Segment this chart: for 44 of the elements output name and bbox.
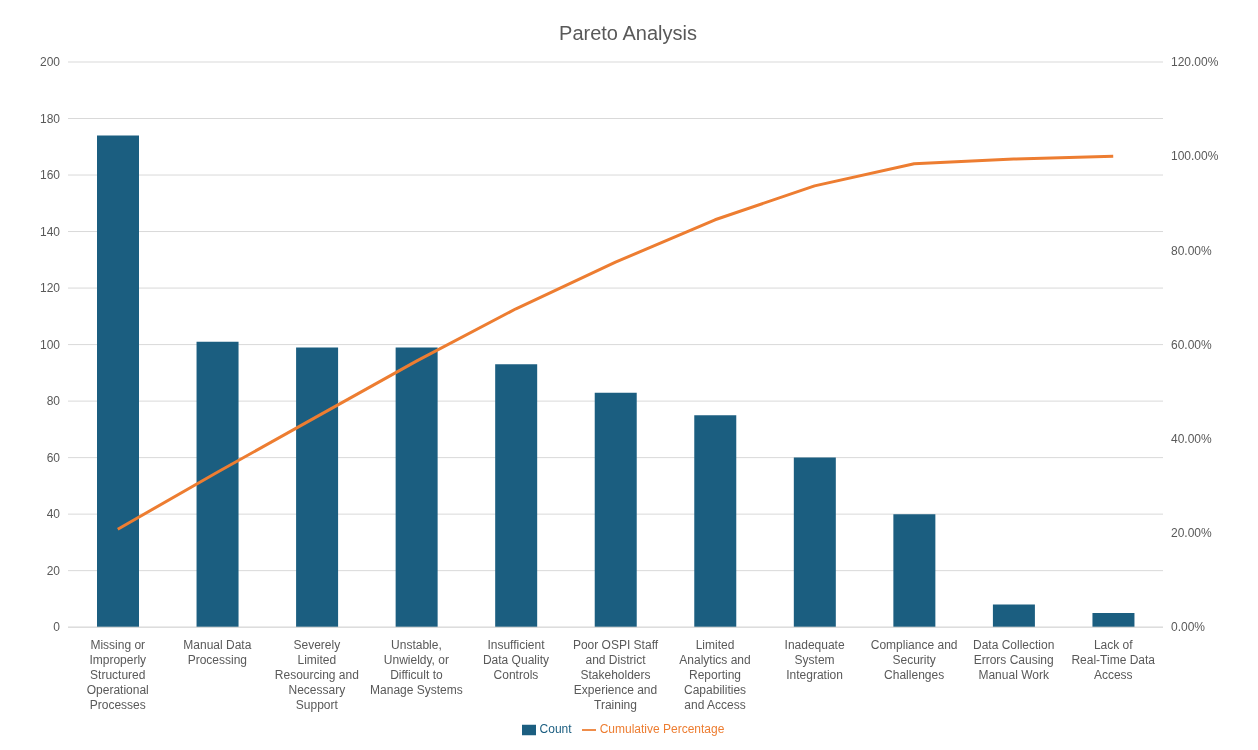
y2-tick-label: 60.00% (1171, 337, 1213, 352)
x-tick-label: Limited Analytics and Reporting Capabilities and Access (679, 638, 751, 713)
y-tick-label: 180 (39, 111, 61, 126)
bar (1092, 613, 1135, 628)
bar (395, 347, 438, 628)
x-tick-label: Inadequate System Integration (784, 638, 845, 683)
legend-label: Cumulative Percentage (599, 722, 725, 737)
bar (97, 135, 139, 628)
y-tick-label: 60 (46, 450, 61, 465)
y-tick-label: 100 (39, 337, 61, 352)
x-tick-label: Missing or Improperly Structured Operational Processes (86, 638, 149, 713)
x-tick-label: Poor OSPI Staff and District Stakeholders Experience and Training (572, 638, 659, 713)
bar (893, 514, 936, 628)
y2-tick-label: 120.00% (1171, 55, 1219, 70)
x-tick-label: Lack of Real-Time Data Access (1071, 638, 1156, 683)
bar (793, 457, 836, 628)
y-tick-label: 20 (46, 563, 61, 578)
y-tick-label: 120 (39, 281, 61, 296)
x-tick-label: Unstable, Unwieldy, or Difficult to Manage Systems (370, 638, 463, 698)
bar (694, 415, 737, 628)
bar (992, 604, 1035, 628)
legend-label: Count (539, 722, 572, 737)
x-tick-label: Manual Data Processing (183, 638, 252, 668)
y2-tick-label: 40.00% (1171, 432, 1213, 447)
y2-tick-label: 100.00% (1171, 149, 1219, 164)
y2-tick-label: 80.00% (1171, 243, 1213, 258)
y-tick-label: 160 (39, 168, 61, 183)
y-tick-label: 40 (46, 507, 61, 522)
y-tick-label: 80 (46, 394, 61, 409)
y-tick-label: 200 (39, 55, 61, 70)
x-tick-label: Compliance and Security Challenges (870, 638, 958, 683)
line-series (116, 154, 1115, 531)
y2-tick-label: 0.00% (1171, 620, 1206, 635)
bar (296, 347, 339, 628)
bar (495, 364, 538, 628)
y2-tick-label: 20.00% (1171, 526, 1213, 541)
x-tick-label: Data Collection Errors Causing Manual Work (972, 638, 1055, 683)
x-tick-label: Severely Limited Resourcing and Necessary Support (274, 638, 359, 713)
bar (594, 392, 637, 628)
y-tick-label: 0 (53, 620, 61, 635)
y-tick-label: 140 (39, 224, 61, 239)
bar (196, 341, 239, 628)
chart-title: Pareto Analysis (558, 21, 698, 46)
x-tick-label: Insufficient Data Quality Controls (482, 638, 549, 683)
